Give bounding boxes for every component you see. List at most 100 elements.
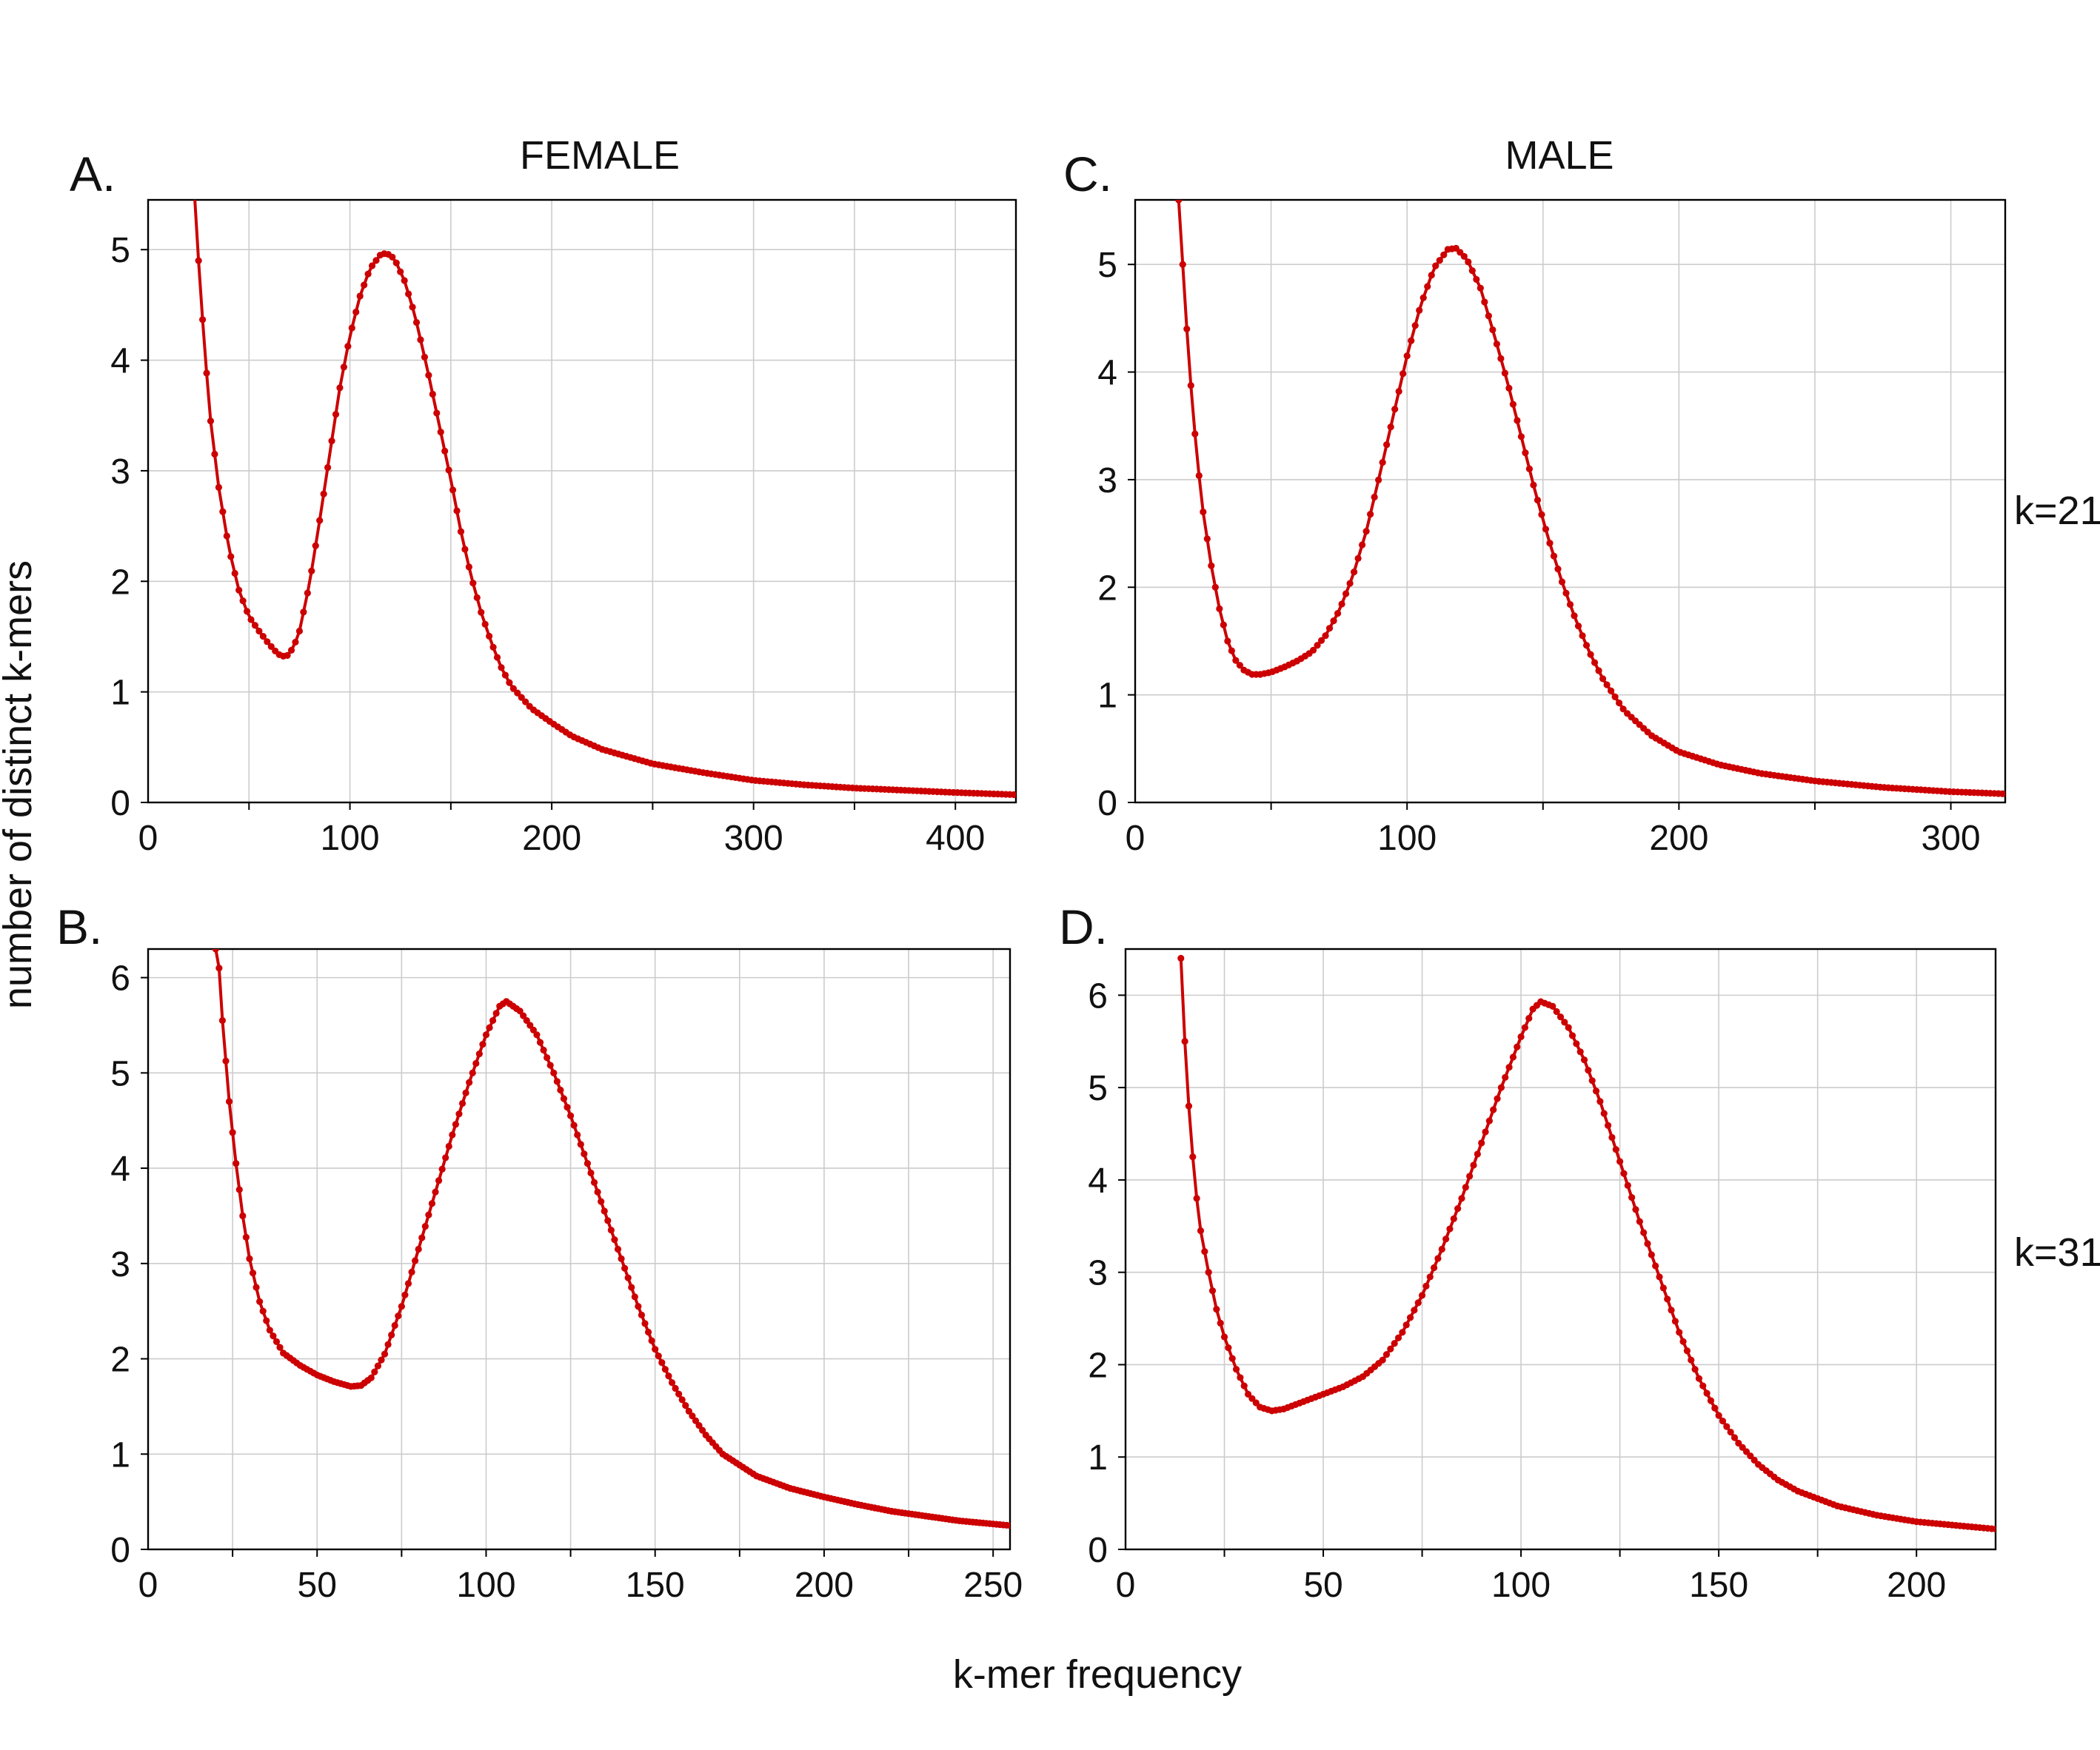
data-point xyxy=(1205,1269,1212,1276)
data-point xyxy=(1482,1128,1489,1136)
data-point xyxy=(1574,623,1582,630)
data-point xyxy=(564,1104,571,1111)
data-point xyxy=(526,1022,534,1029)
data-point xyxy=(222,1057,230,1065)
data-point xyxy=(276,1344,284,1351)
data-point xyxy=(235,586,243,594)
data-point xyxy=(1473,275,1480,284)
data-point xyxy=(1530,481,1537,489)
data-point xyxy=(621,1264,629,1272)
data-point xyxy=(509,685,517,692)
plot-frame xyxy=(147,948,1011,1551)
data-point xyxy=(453,507,461,514)
data-point xyxy=(388,1331,395,1338)
data-point xyxy=(557,1086,564,1094)
x-tick-label: 300 xyxy=(1922,819,1981,858)
data-point xyxy=(1562,589,1570,597)
data-point xyxy=(1237,1374,1244,1381)
data-point xyxy=(227,553,235,560)
data-point xyxy=(239,1212,247,1220)
data-point xyxy=(1465,258,1472,266)
data-point xyxy=(429,390,436,398)
data-point xyxy=(518,694,525,701)
data-point xyxy=(1375,476,1382,483)
data-point xyxy=(1387,1345,1394,1352)
data-point xyxy=(449,486,457,494)
data-point xyxy=(682,1402,689,1409)
data-point xyxy=(1699,1382,1707,1389)
data-point xyxy=(574,1131,581,1139)
data-point xyxy=(1346,580,1354,587)
data-point xyxy=(644,1328,652,1336)
data-point xyxy=(1232,657,1240,664)
data-point xyxy=(442,1154,449,1161)
data-point xyxy=(1419,294,1427,301)
data-point xyxy=(364,270,372,278)
data-point xyxy=(1010,791,1016,799)
data-point xyxy=(544,1054,551,1062)
data-point xyxy=(1538,511,1545,518)
y-tick-label: 0 xyxy=(110,784,130,823)
x-tick-label: 50 xyxy=(1303,1566,1342,1605)
data-point xyxy=(1309,646,1317,654)
data-point xyxy=(1656,1273,1663,1281)
data-point xyxy=(1179,261,1186,268)
data-point xyxy=(1489,326,1497,334)
data-point xyxy=(401,277,408,284)
y-tick-label: 3 xyxy=(1088,1254,1108,1293)
data-point xyxy=(466,1079,473,1086)
data-point xyxy=(1509,1053,1517,1061)
data-point xyxy=(395,1312,402,1320)
data-point xyxy=(1611,693,1619,700)
data-point xyxy=(1595,667,1602,674)
data-point xyxy=(1607,687,1615,694)
data-point xyxy=(520,1012,527,1019)
data-point xyxy=(1679,1338,1687,1345)
data-point xyxy=(452,1121,459,1128)
data-point xyxy=(1585,1067,1592,1074)
data-point xyxy=(433,409,441,417)
x-tick-label: 100 xyxy=(456,1566,515,1605)
data-point xyxy=(397,268,404,275)
data-point xyxy=(1175,200,1183,204)
data-point xyxy=(300,609,307,616)
x-tick-label: 50 xyxy=(298,1566,337,1605)
data-point xyxy=(1668,1307,1675,1314)
data-point xyxy=(1600,1110,1608,1117)
panel-d: 0 50 100 150 200 0 1 2 3 4 5 6 xyxy=(1088,948,1997,1605)
panel-a: 0 100 200 300 400 0 1 2 3 4 5 xyxy=(110,198,1017,858)
data-point xyxy=(1591,659,1599,666)
series-group xyxy=(193,200,1016,799)
data-point xyxy=(1325,625,1334,632)
data-point xyxy=(292,638,299,646)
data-point xyxy=(1579,632,1586,640)
series-group xyxy=(212,949,1010,1529)
data-point xyxy=(611,1236,618,1244)
plot-frame xyxy=(1134,198,2007,804)
data-point xyxy=(1558,578,1566,586)
data-point xyxy=(1411,322,1419,329)
data-point xyxy=(1191,430,1199,438)
data-point xyxy=(570,1122,578,1129)
data-point xyxy=(336,384,344,392)
data-point xyxy=(1394,1334,1402,1341)
data-point xyxy=(1438,1245,1445,1253)
data-point xyxy=(1426,1273,1434,1281)
data-point xyxy=(320,490,327,497)
data-point xyxy=(1450,1215,1457,1222)
x-tick-label: 100 xyxy=(1377,819,1437,858)
data-point xyxy=(435,1177,443,1184)
data-point xyxy=(1466,1173,1474,1180)
data-point xyxy=(1659,1284,1667,1292)
data-point xyxy=(1616,1158,1624,1165)
data-point xyxy=(1414,1299,1422,1307)
data-point xyxy=(270,1332,277,1340)
data-point xyxy=(624,1274,632,1281)
data-point xyxy=(1474,1150,1481,1158)
data-point xyxy=(1189,1153,1197,1161)
x-tick-label: 0 xyxy=(1126,819,1146,858)
data-point xyxy=(692,1417,700,1424)
data-point xyxy=(529,1026,537,1034)
data-point xyxy=(1338,600,1345,608)
data-point xyxy=(1468,267,1476,275)
